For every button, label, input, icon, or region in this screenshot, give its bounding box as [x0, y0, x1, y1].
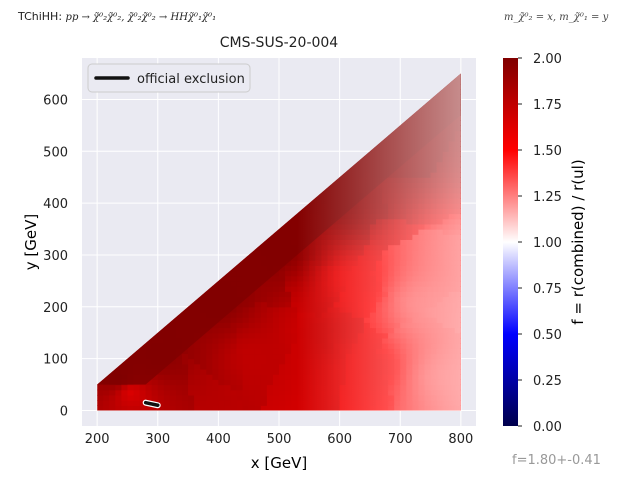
x-tick-label: 400: [206, 432, 231, 447]
colorbar-tick-label: 1.00: [533, 236, 562, 251]
x-tick-label: 800: [448, 432, 473, 447]
legend-label: official exclusion: [137, 72, 245, 87]
y-axis-label: y [GeV]: [22, 214, 40, 270]
legend-box: [87, 63, 251, 93]
x-tick-label: 700: [388, 432, 413, 447]
colorbar-tick-label: 0.25: [533, 374, 562, 389]
colorbar-label: f = r(combined) / r(ul): [569, 159, 587, 324]
colorbar-tick-label: 1.25: [533, 190, 562, 205]
axis-ticks: 200 300 400 500 600 700 800 0 100 200 300 400 500 600: [43, 93, 473, 447]
analysis-label: TChiHH: pp → χ̃⁰₂χ̃⁰₂, χ̃⁰₂χ̃⁰₂ → HHχ̃⁰₁…: [18, 10, 216, 23]
y-tick-label: 100: [43, 353, 68, 368]
mass-note: m_χ̃⁰₂ = x, m_χ̃⁰₁ = y: [504, 12, 609, 23]
y-tick-label: 500: [43, 145, 68, 160]
x-tick-label: 600: [327, 432, 352, 447]
x-tick-label: 500: [267, 432, 292, 447]
x-axis-label: x [GeV]: [251, 454, 307, 472]
colorbar: 0.00 0.25 0.50 0.75 1.00 1.25 1.50 1.75 2.00: [503, 52, 562, 435]
y-tick-label: 600: [43, 93, 68, 108]
colorbar-tick-label: 0.50: [533, 328, 562, 343]
colorbar-tick-label: 1.75: [533, 98, 562, 113]
y-tick-label: 0: [60, 404, 68, 419]
exclusion-curve: [143, 400, 160, 408]
fit-result: f=1.80+-0.41: [512, 453, 601, 468]
exclusion-line: [142, 399, 161, 409]
chart-title: CMS-SUS-20-004: [219, 35, 339, 51]
heatmap-region: [97, 73, 461, 411]
x-tick-label: 300: [145, 432, 170, 447]
y-tick-label: 400: [43, 197, 68, 212]
y-tick-label: 300: [43, 249, 68, 264]
x-tick-label: 200: [85, 432, 110, 447]
analysis-process: pp → χ̃⁰₂χ̃⁰₂, χ̃⁰₂χ̃⁰₂ → HHχ̃⁰₁χ̃⁰₁: [65, 12, 217, 23]
colorbar-tick-label: 0.75: [533, 282, 562, 297]
colorbar-tick-label: 0.00: [533, 420, 562, 435]
legend: official exclusion: [87, 63, 251, 93]
y-tick-label: 200: [43, 301, 68, 316]
colorbar-tick-label: 1.50: [533, 144, 562, 159]
analysis-prefix: TChiHH:: [18, 10, 63, 23]
colorbar-tick-label: 2.00: [533, 52, 562, 67]
colorbar-scale: [503, 58, 518, 426]
